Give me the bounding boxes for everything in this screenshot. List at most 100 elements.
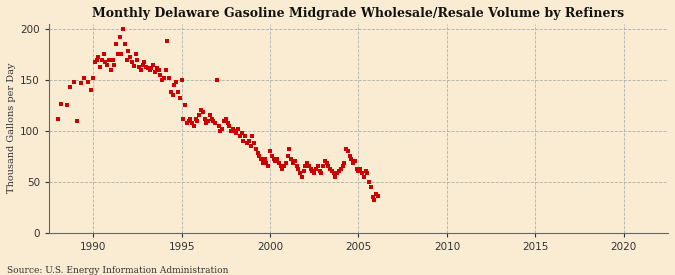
Point (273, 161, 284, 166)
Point (185, 116, 196, 121)
Point (93, 55, 104, 60)
Point (109, 62, 119, 67)
Point (210, 120, 221, 125)
Point (132, 57, 142, 62)
Point (224, 123, 235, 128)
Point (256, 157, 267, 161)
Point (236, 131, 247, 135)
Point (364, 180, 375, 184)
Point (53, 116, 63, 121)
Point (230, 128, 240, 133)
Point (316, 171, 327, 176)
Point (328, 171, 339, 176)
Point (275, 164, 286, 169)
Point (339, 161, 350, 166)
Point (169, 83, 180, 87)
Point (151, 65, 162, 70)
Point (314, 169, 325, 174)
Point (234, 134, 245, 138)
Point (231, 131, 242, 135)
Point (250, 147, 261, 151)
Point (153, 67, 164, 72)
Point (350, 159, 360, 163)
Point (128, 64, 139, 68)
Point (196, 108, 207, 112)
Point (107, 57, 118, 62)
Point (279, 164, 290, 169)
Point (130, 52, 141, 57)
Point (313, 164, 323, 169)
Point (310, 167, 321, 172)
Point (197, 110, 208, 115)
Point (304, 164, 315, 169)
Point (337, 164, 348, 169)
Point (295, 171, 306, 176)
Point (213, 123, 224, 128)
Point (164, 76, 175, 80)
Point (157, 78, 167, 82)
Point (208, 118, 219, 123)
Point (61, 103, 72, 108)
Point (187, 120, 198, 125)
Point (99, 52, 109, 57)
Point (79, 76, 90, 80)
Point (127, 59, 138, 64)
Point (167, 93, 178, 97)
Point (261, 161, 272, 166)
Title: Monthly Delaware Gasoline Midgrade Wholesale/Resale Volume by Refiners: Monthly Delaware Gasoline Midgrade Whole… (92, 7, 624, 20)
Point (199, 116, 210, 121)
Point (118, 27, 129, 31)
Point (369, 198, 380, 202)
Point (219, 118, 230, 123)
Point (281, 161, 292, 166)
Point (82, 80, 93, 84)
Point (268, 157, 279, 161)
Point (119, 42, 130, 46)
Point (202, 118, 213, 123)
Point (148, 62, 159, 67)
Point (205, 113, 215, 118)
Point (305, 167, 316, 172)
Point (238, 139, 249, 143)
Point (221, 116, 232, 121)
Point (188, 123, 199, 128)
Point (259, 157, 270, 161)
Point (165, 90, 176, 94)
Point (296, 174, 307, 179)
Point (265, 149, 275, 153)
Point (111, 42, 122, 46)
Point (141, 64, 152, 69)
Point (225, 128, 236, 133)
Point (242, 141, 252, 145)
Point (180, 103, 190, 108)
Point (330, 174, 341, 179)
Point (248, 141, 259, 145)
Point (76, 81, 86, 85)
Y-axis label: Thousand Gallons per Day: Thousand Gallons per Day (7, 63, 16, 193)
Point (290, 159, 300, 163)
Point (227, 126, 238, 131)
Point (302, 161, 313, 166)
Point (360, 169, 371, 174)
Point (365, 185, 376, 189)
Point (263, 164, 273, 169)
Point (190, 116, 201, 121)
Point (142, 65, 153, 70)
Point (321, 161, 332, 166)
Point (182, 120, 192, 125)
Point (56, 102, 67, 106)
Point (300, 164, 310, 169)
Point (105, 67, 116, 72)
Point (286, 157, 296, 161)
Point (183, 118, 194, 123)
Point (318, 164, 329, 169)
Point (162, 39, 173, 43)
Point (113, 52, 124, 57)
Point (176, 78, 187, 82)
Point (277, 167, 288, 172)
Point (342, 149, 353, 153)
Point (114, 35, 125, 39)
Point (367, 195, 378, 199)
Point (102, 62, 113, 67)
Point (222, 120, 233, 125)
